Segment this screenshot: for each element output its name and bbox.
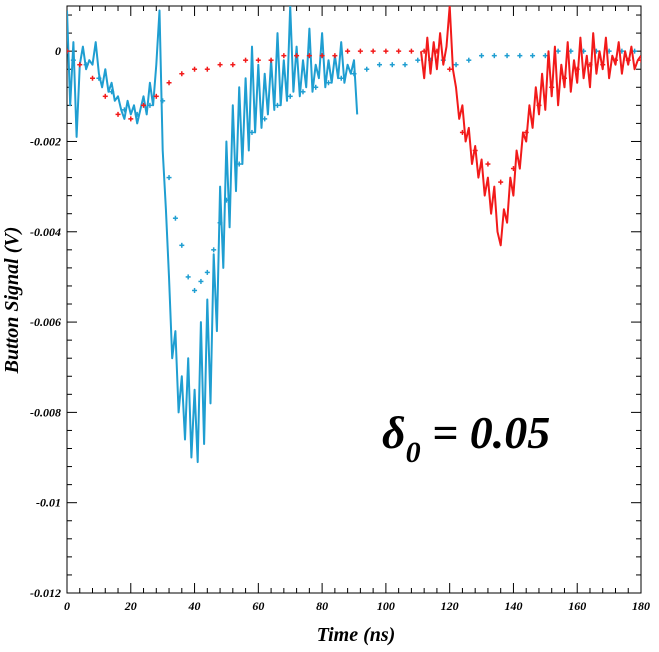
y-tick-label: 0 (55, 44, 61, 58)
x-tick-label: 60 (252, 599, 264, 613)
x-axis-title: Time (ns) (317, 624, 396, 646)
x-tick-label: 0 (64, 599, 70, 613)
y-tick-label: -0.008 (30, 405, 61, 419)
series-group (67, 6, 641, 464)
x-tick-label: 140 (504, 599, 522, 613)
y-tick-label: -0.01 (36, 496, 61, 510)
plot-frame (66, 5, 642, 594)
delta-value: = 0.05 (421, 407, 551, 458)
y-axis-title: Button Signal (V) (1, 227, 23, 375)
y-tick-label: -0.004 (30, 225, 61, 239)
x-tick-label: 20 (124, 599, 137, 613)
series-line-3 (420, 6, 641, 247)
x-tick-label: 100 (377, 599, 395, 613)
series-line-0 (67, 6, 359, 464)
y-tick-label: -0.002 (30, 134, 61, 148)
data-series (67, 6, 641, 464)
y-tick-label: -0.012 (30, 586, 61, 600)
x-tick-label: 120 (441, 599, 459, 613)
x-tick-label: 40 (188, 599, 201, 613)
x-tick-label: 180 (632, 599, 650, 613)
x-tick-label: 160 (568, 599, 586, 613)
delta-annotation: δ0 = 0.05 (382, 407, 550, 469)
delta-subscript: 0 (406, 436, 421, 469)
x-tick-label: 80 (316, 599, 328, 613)
y-tick-label: -0.006 (30, 315, 61, 329)
delta-symbol: δ (382, 407, 406, 458)
tick-labels: 0 20 40 60 80 100 120 140 160 180 0 -0.002 -0.004 -0.… (30, 44, 650, 613)
axis-ticks (66, 6, 642, 594)
